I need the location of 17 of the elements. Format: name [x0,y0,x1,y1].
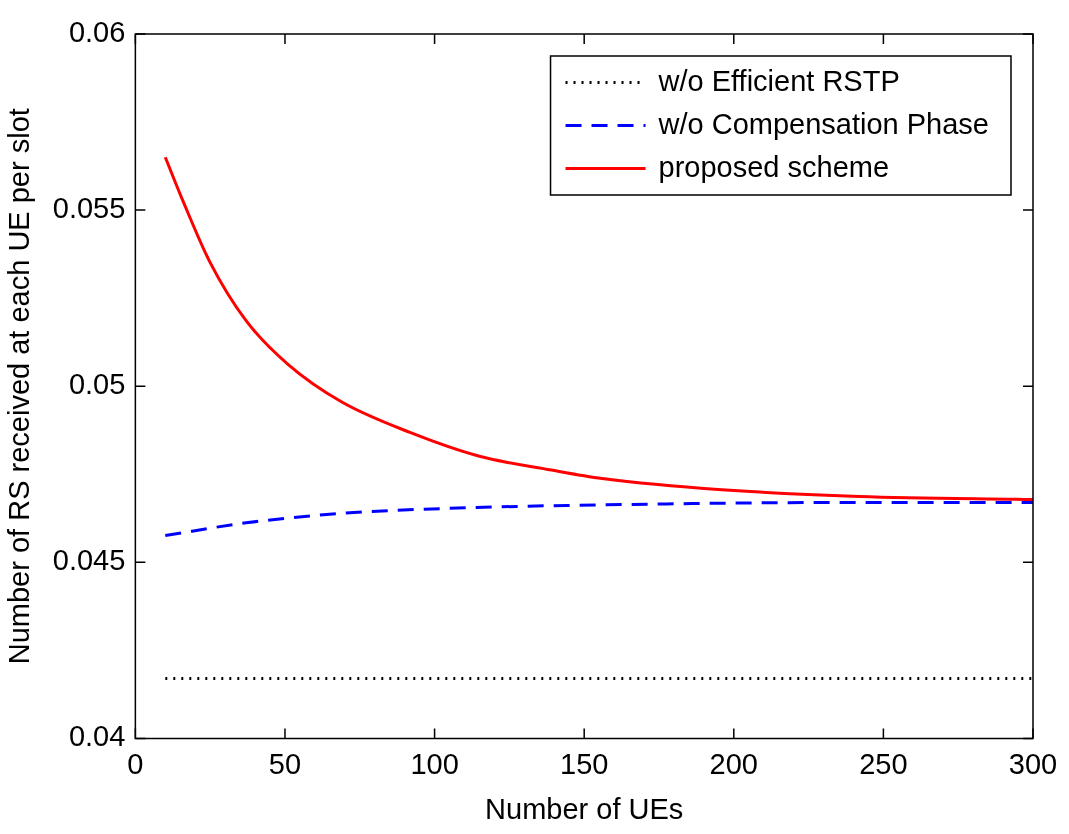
y-tick-label: 0.05 [68,368,126,401]
x-tick-label: 100 [410,747,459,780]
y-tick-label: 0.06 [68,16,126,48]
y-axis-title: Number of RS received at each UE per slot [3,108,36,665]
legend-label: proposed scheme [658,150,890,183]
x-tick-label: 150 [559,747,609,780]
x-tick-label: 300 [1008,747,1058,780]
x-tick-label: 200 [709,747,758,780]
y-tick-label: 0.045 [52,544,126,577]
x-tick-label: 250 [859,747,908,780]
y-tick-label: 0.04 [68,720,126,753]
x-tick-label: 0 [127,747,144,780]
x-axis-title: Number of UEs [485,792,684,825]
legend-label: w/o Compensation Phase [657,107,990,140]
y-tick-label: 0.055 [52,192,126,225]
legend-label: w/o Efficient RSTP [657,64,900,97]
x-tick-label: 50 [268,747,302,780]
